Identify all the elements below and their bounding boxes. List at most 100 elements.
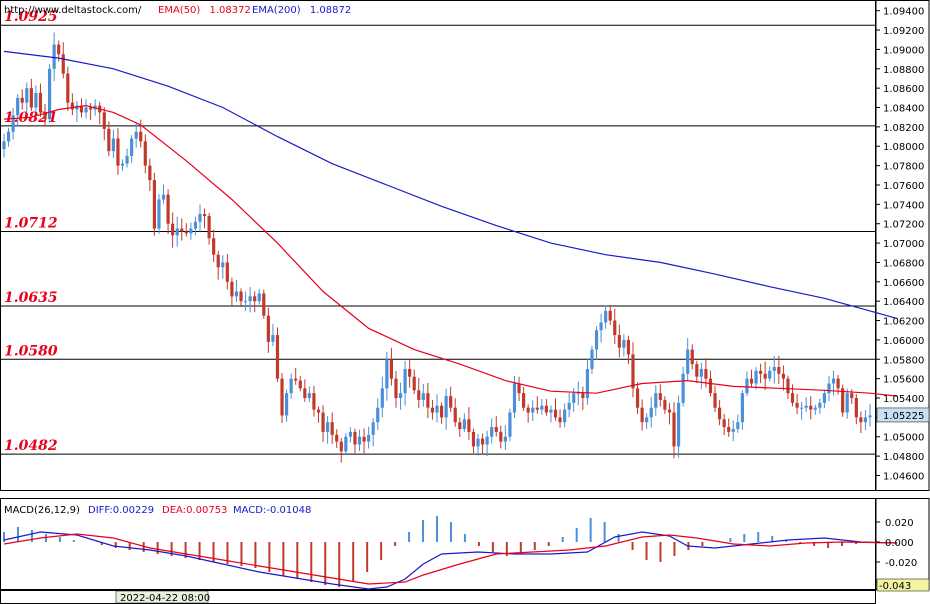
candle-body <box>212 238 216 255</box>
candle-body <box>348 431 352 437</box>
candle-body <box>635 388 640 408</box>
candle-body <box>134 131 138 139</box>
macd-diff-legend: DIFF:0.00229 <box>88 505 154 516</box>
macd-line-1 <box>3 533 898 585</box>
candle-body <box>731 428 735 432</box>
candle-body <box>686 349 690 374</box>
candle-body <box>526 407 530 413</box>
candle-body <box>43 112 47 120</box>
candle-body <box>868 415 872 418</box>
price-tick-label: 1.05800 <box>883 355 924 366</box>
candle-body <box>353 431 357 445</box>
candle-body <box>335 434 339 442</box>
candle-body <box>421 393 425 400</box>
candle-body <box>622 339 626 348</box>
price-tick-label: 1.05600 <box>883 375 924 386</box>
candle-body <box>517 383 521 394</box>
candle-body <box>339 441 343 452</box>
candle-body <box>312 393 316 410</box>
candle-body <box>649 407 653 418</box>
candle-body <box>408 368 412 377</box>
dea-label: DEA: <box>162 505 186 516</box>
candle-body <box>111 138 115 152</box>
candle-body <box>29 88 33 108</box>
candle-body <box>266 315 270 342</box>
candle-body <box>804 405 808 408</box>
candle-body <box>161 194 166 200</box>
macd-tick-label: 0.000 <box>885 538 914 549</box>
current-price-box <box>876 407 930 423</box>
candle-body <box>549 409 553 413</box>
candle-body <box>790 393 795 403</box>
candle-body <box>594 330 599 350</box>
candle-body <box>271 335 275 342</box>
candle-body <box>47 68 52 120</box>
price-tick-label: 1.08000 <box>883 142 924 153</box>
candle-body <box>572 393 576 403</box>
candle-body <box>590 349 594 369</box>
candle-body <box>116 138 120 166</box>
candle-body <box>508 412 512 437</box>
candle-body <box>585 368 590 399</box>
candle-body <box>157 199 161 229</box>
candle-body <box>749 378 754 384</box>
ema-line-1 <box>3 50 898 320</box>
candle-body <box>777 367 781 374</box>
candle-body <box>717 407 722 420</box>
candle-body <box>171 223 175 236</box>
candle-body <box>631 354 635 389</box>
candle-body <box>243 301 248 303</box>
price-tick-label: 1.07600 <box>883 181 924 192</box>
candle-body <box>786 378 790 394</box>
header: http://www.deltastock.com/ <box>4 5 142 16</box>
candle-body <box>362 436 366 442</box>
candle-body <box>467 419 471 432</box>
candle-body <box>449 396 453 408</box>
candle-body <box>512 383 517 413</box>
ema50-value: 1.08372 <box>210 5 251 16</box>
candle-body <box>139 131 143 142</box>
diff-label: DIFF: <box>88 505 113 516</box>
price-tick-label: 1.04800 <box>883 452 924 463</box>
candle-body <box>34 92 38 108</box>
current-price-label: 1.05225 <box>883 411 924 422</box>
candle-body <box>298 380 302 389</box>
price-tick-label: 1.09400 <box>883 7 924 18</box>
candle-body <box>417 390 421 400</box>
candle-body <box>759 370 763 374</box>
candle-body <box>435 405 439 413</box>
diff-value: 0.00229 <box>113 505 154 516</box>
candle-body <box>202 214 207 216</box>
price-tick-label: 1.06600 <box>883 278 924 289</box>
candle-body <box>553 409 558 418</box>
macd-tick-label: -0.020 <box>885 558 917 569</box>
source-url: http://www.deltastock.com/ <box>4 5 142 16</box>
candle-body <box>863 417 868 423</box>
candle-body <box>599 322 603 331</box>
candle-body <box>531 407 535 413</box>
ema200-legend: EMA(200) 1.08872 <box>252 5 351 16</box>
candle-body <box>289 378 293 394</box>
candle-body <box>663 399 667 410</box>
candle-body <box>25 88 29 103</box>
candle-body <box>781 373 785 379</box>
candle-body <box>125 155 129 164</box>
candle-body <box>676 402 681 447</box>
candle-body <box>845 393 849 413</box>
candle-body <box>284 393 289 416</box>
candle-body <box>257 293 261 302</box>
candle-body <box>316 409 321 413</box>
candle-body <box>645 417 649 423</box>
candle-body <box>544 405 548 413</box>
candle-body <box>152 180 157 229</box>
candle-body <box>535 407 539 410</box>
level-label-5: 1.0482 <box>4 438 58 454</box>
candle-body <box>216 254 220 268</box>
candle-body <box>558 417 562 423</box>
candle-body <box>822 393 827 403</box>
candle-body <box>827 383 831 394</box>
candle-body <box>708 378 713 394</box>
price-tick-label: 1.06800 <box>883 258 924 269</box>
candle-body <box>326 422 330 432</box>
candle-body <box>809 405 813 410</box>
